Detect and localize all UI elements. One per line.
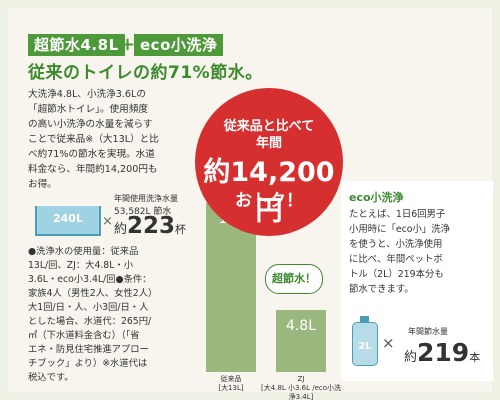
saving-number: 223: [127, 213, 176, 239]
pet-bottle-icon: 2L: [352, 316, 378, 366]
card-saving-caption: 年間節水量: [408, 327, 448, 336]
saving-prefix: 約: [114, 222, 128, 237]
water-tank-icon: 240L: [35, 206, 101, 236]
card-saving-number: 219: [417, 338, 470, 367]
intro-line: の高い小洗浄の水量を減らす: [28, 119, 153, 130]
card-line: トル（2L）219本分も: [349, 269, 444, 280]
header-plus: +: [120, 34, 136, 55]
bottle-label: 2L: [358, 341, 372, 352]
chart-category-label: ZJ [大4.8L 小3.6L /eco小洗浄3.4L]: [260, 375, 342, 401]
headline: 従来のトイレの約71%節水。: [28, 63, 263, 83]
circle-amount: 約14,200円: [203, 157, 335, 227]
intro-line: べ約71%の節水を実現。水道: [28, 149, 155, 160]
intro-text: 大洗浄4.8L、小洗浄3.6Lの 「超節水トイレ」。使用頻度 の高い小洗浄の水量…: [28, 87, 198, 192]
saving-caption: 年間使用洗浄水量: [114, 194, 178, 203]
circle-line2: 年間: [255, 136, 282, 151]
intro-line: 料金なら、年間約14,200円も: [28, 164, 158, 175]
saving-big: 約223杯: [114, 213, 186, 239]
intro-line: お得。: [28, 179, 57, 190]
header-tag-super-water-saving: 超節水4.8L: [28, 34, 125, 56]
intro-line: 大洗浄4.8L、小洗浄3.6Lの: [28, 89, 146, 100]
chart-value-label: 4.8L: [285, 318, 317, 334]
chart-category-label: 従来品 [大13L]: [218, 375, 244, 392]
savings-circle: 従来品と比べて 年間 約14,200円 おトク！: [195, 88, 343, 236]
card-line: 節水できます。: [349, 284, 414, 295]
circle-line4: おトク！: [235, 191, 303, 211]
note-line: とした場合、水道代：265円/: [28, 316, 152, 327]
card-multiply: ×: [382, 334, 395, 352]
saving-unit: 杯: [175, 223, 187, 236]
card-text: たとえば、1日6回男子 小用時に「eco小」洗浄 を使うと、小洗浄使用 に比べ、…: [349, 207, 487, 297]
intro-line: ことで従来品※（大13L）と比: [28, 134, 159, 145]
card-line: に比べ、年間ペットボ: [349, 254, 443, 265]
card-saving-prefix: 約: [404, 350, 418, 365]
card-saving-unit: 本: [469, 351, 481, 364]
note-line: ㎥（下水道料金含む）（「省: [28, 330, 140, 341]
card-saving-big: 約219本: [404, 338, 480, 367]
header-tag-eco-flush: eco小洗浄: [134, 34, 224, 56]
chart-bar: 4.8L: [276, 310, 326, 372]
note-line: 大1回/日・人、小3回/日・人: [28, 302, 149, 313]
super-saving-bubble: 超節水！: [265, 264, 323, 294]
note-line: 13L/回、ZJ：大4.8L・小: [28, 260, 133, 271]
intro-line: 「超節水トイレ」。使用頻度: [28, 104, 148, 115]
note-line: チブック」より）※水道代は: [28, 358, 148, 369]
tank-label: 240L: [53, 212, 83, 225]
card-line: たとえば、1日6回男子: [349, 209, 446, 220]
card-title: eco小洗浄: [349, 191, 404, 204]
note-line: 家族4人（男性2人、女性2人）: [28, 288, 158, 299]
saving-amount: 53,582L 節水: [114, 207, 172, 217]
note-line: ●洗浄水の使用量：従来品: [28, 246, 139, 257]
notes-text: ●洗浄水の使用量：従来品 13L/回、ZJ：大4.8L・小 3.6L・eco小3…: [28, 245, 196, 385]
note-line: エネ・防見住宅推進アプロー: [28, 344, 149, 355]
note-line: 3.6L・eco小3.4L/回●条件：: [28, 274, 152, 285]
note-line: 税込です。: [28, 372, 74, 383]
card-line: 小用時に「eco小」洗浄: [349, 224, 451, 235]
card-line: を使うと、小洗浄使用: [349, 239, 443, 250]
left-multiply: ×: [102, 214, 113, 229]
circle-line1: 従来品と比べて: [223, 119, 315, 134]
